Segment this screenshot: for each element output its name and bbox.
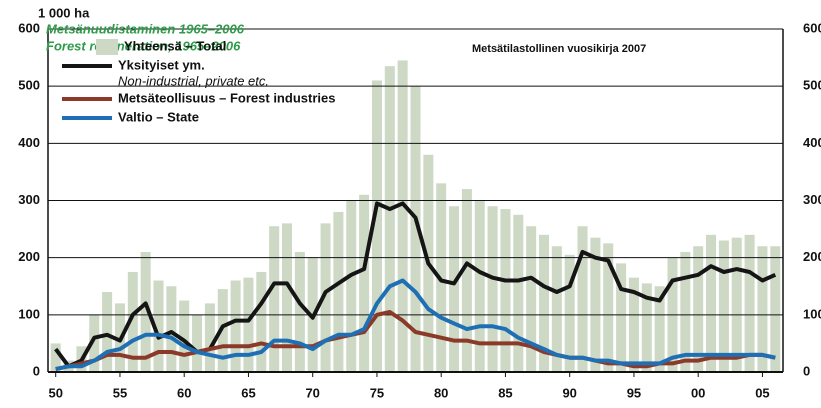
x-tick-label: 70 <box>305 385 319 400</box>
chart-title: Metsänuudistaminen 1965–2006 <box>46 21 245 36</box>
bar <box>230 280 241 372</box>
y2-tick-label: 400 <box>803 135 821 150</box>
bar <box>706 234 717 372</box>
bar <box>770 246 781 372</box>
bar <box>346 200 357 372</box>
y2-tick-label: 500 <box>803 78 821 93</box>
y-tick-label: 0 <box>33 363 40 378</box>
legend-swatch <box>96 39 118 55</box>
legend-label: Yksityiset ym. <box>118 57 205 72</box>
bar <box>641 283 652 372</box>
legend-label: Metsäteollisuus – Forest industries <box>118 90 335 105</box>
chart-subtitle: Forest regeneration, 1965–2006 <box>46 38 241 53</box>
bar <box>628 277 639 372</box>
bar <box>513 214 524 372</box>
bar <box>590 237 601 372</box>
bar <box>294 251 305 372</box>
y2-tick-label: 600 <box>803 20 821 35</box>
bar <box>410 86 421 373</box>
bar <box>179 300 190 372</box>
bar <box>89 314 100 372</box>
bar <box>577 226 588 372</box>
x-tick-label: 65 <box>241 385 255 400</box>
bar <box>140 251 151 372</box>
bar <box>102 291 113 372</box>
x-tick-label: 60 <box>177 385 191 400</box>
y-axis-label: 1 000 ha <box>38 5 90 20</box>
bar <box>281 223 293 372</box>
y2-tick-label: 300 <box>803 192 821 207</box>
bar <box>243 277 254 372</box>
bar <box>397 60 408 373</box>
bar <box>551 246 562 372</box>
bar <box>359 194 370 372</box>
bar <box>693 246 704 372</box>
y-tick-label: 400 <box>18 135 40 150</box>
bar <box>564 254 575 372</box>
bar <box>320 223 331 372</box>
x-tick-label: 00 <box>691 385 705 400</box>
bar <box>603 243 614 372</box>
y-tick-label: 600 <box>18 20 40 35</box>
bar <box>461 189 472 372</box>
bar <box>192 314 203 372</box>
bar <box>757 246 768 372</box>
bar <box>256 271 267 372</box>
x-tick-label: 80 <box>434 385 448 400</box>
bar <box>449 206 460 372</box>
bar <box>487 206 498 372</box>
legend-label: Yhteensä – Total <box>124 38 226 53</box>
bar <box>718 240 729 372</box>
bar <box>731 237 742 372</box>
bar <box>500 209 511 372</box>
bar <box>153 280 164 372</box>
bar <box>616 263 627 372</box>
x-tick-label: 55 <box>113 385 127 400</box>
x-tick-label: 50 <box>48 385 62 400</box>
bar <box>166 286 177 372</box>
bar <box>333 211 344 372</box>
x-tick-label: 90 <box>562 385 576 400</box>
x-tick-label: 95 <box>627 385 641 400</box>
x-tick-label: 75 <box>370 385 384 400</box>
bar <box>371 80 382 372</box>
bar <box>204 303 215 372</box>
y2-tick-label: 0 <box>803 363 810 378</box>
bar <box>744 234 755 372</box>
bar <box>269 226 280 372</box>
bar <box>680 251 691 372</box>
y-tick-label: 200 <box>18 249 40 264</box>
x-tick-label: 85 <box>498 385 512 400</box>
bar <box>526 226 537 372</box>
y2-tick-label: 100 <box>803 306 821 321</box>
x-tick-label: 05 <box>755 385 769 400</box>
y-tick-label: 300 <box>18 192 40 207</box>
legend-label: Valtio – State <box>118 109 199 124</box>
legend-label: Non-industrial, private etc. <box>118 73 269 88</box>
bar <box>127 271 138 372</box>
line <box>54 201 777 369</box>
y-tick-label: 500 <box>18 78 40 93</box>
source: Metsätilastollinen vuosikirja 2007 <box>472 43 646 55</box>
bar <box>474 200 485 372</box>
line <box>55 278 776 372</box>
bar <box>538 234 550 372</box>
bar <box>50 343 61 372</box>
y-tick-label: 100 <box>18 306 40 321</box>
bar <box>654 286 665 372</box>
y2-tick-label: 200 <box>803 249 821 264</box>
bar <box>384 66 395 373</box>
bar <box>217 289 228 372</box>
